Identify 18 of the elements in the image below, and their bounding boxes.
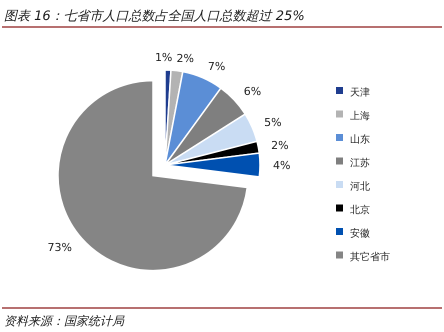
data-label: 2%	[271, 138, 289, 152]
data-label: 5%	[264, 116, 282, 130]
data-label: 6%	[244, 85, 262, 98]
legend-label: 安徽	[350, 228, 370, 240]
legend-label: 江苏	[350, 157, 370, 169]
data-label: 1%	[154, 51, 172, 64]
legend-label: 河北	[350, 180, 370, 192]
data-label: 2%	[176, 52, 194, 65]
chart-title: 图表 16：七省市人口总数占全国人口总数超过 25%	[4, 9, 305, 24]
data-label: 4%	[273, 159, 290, 172]
legend-label: 北京	[350, 204, 370, 216]
data-label: 7%	[208, 60, 226, 73]
legend-label: 山东	[350, 134, 370, 146]
legend-label: 上海	[350, 110, 370, 122]
text: 资料来源：国家统计局	[4, 314, 125, 328]
data-label: 73%	[48, 241, 72, 254]
legend-label: 其它省市	[350, 251, 390, 263]
legend-label: 天津	[350, 86, 370, 98]
